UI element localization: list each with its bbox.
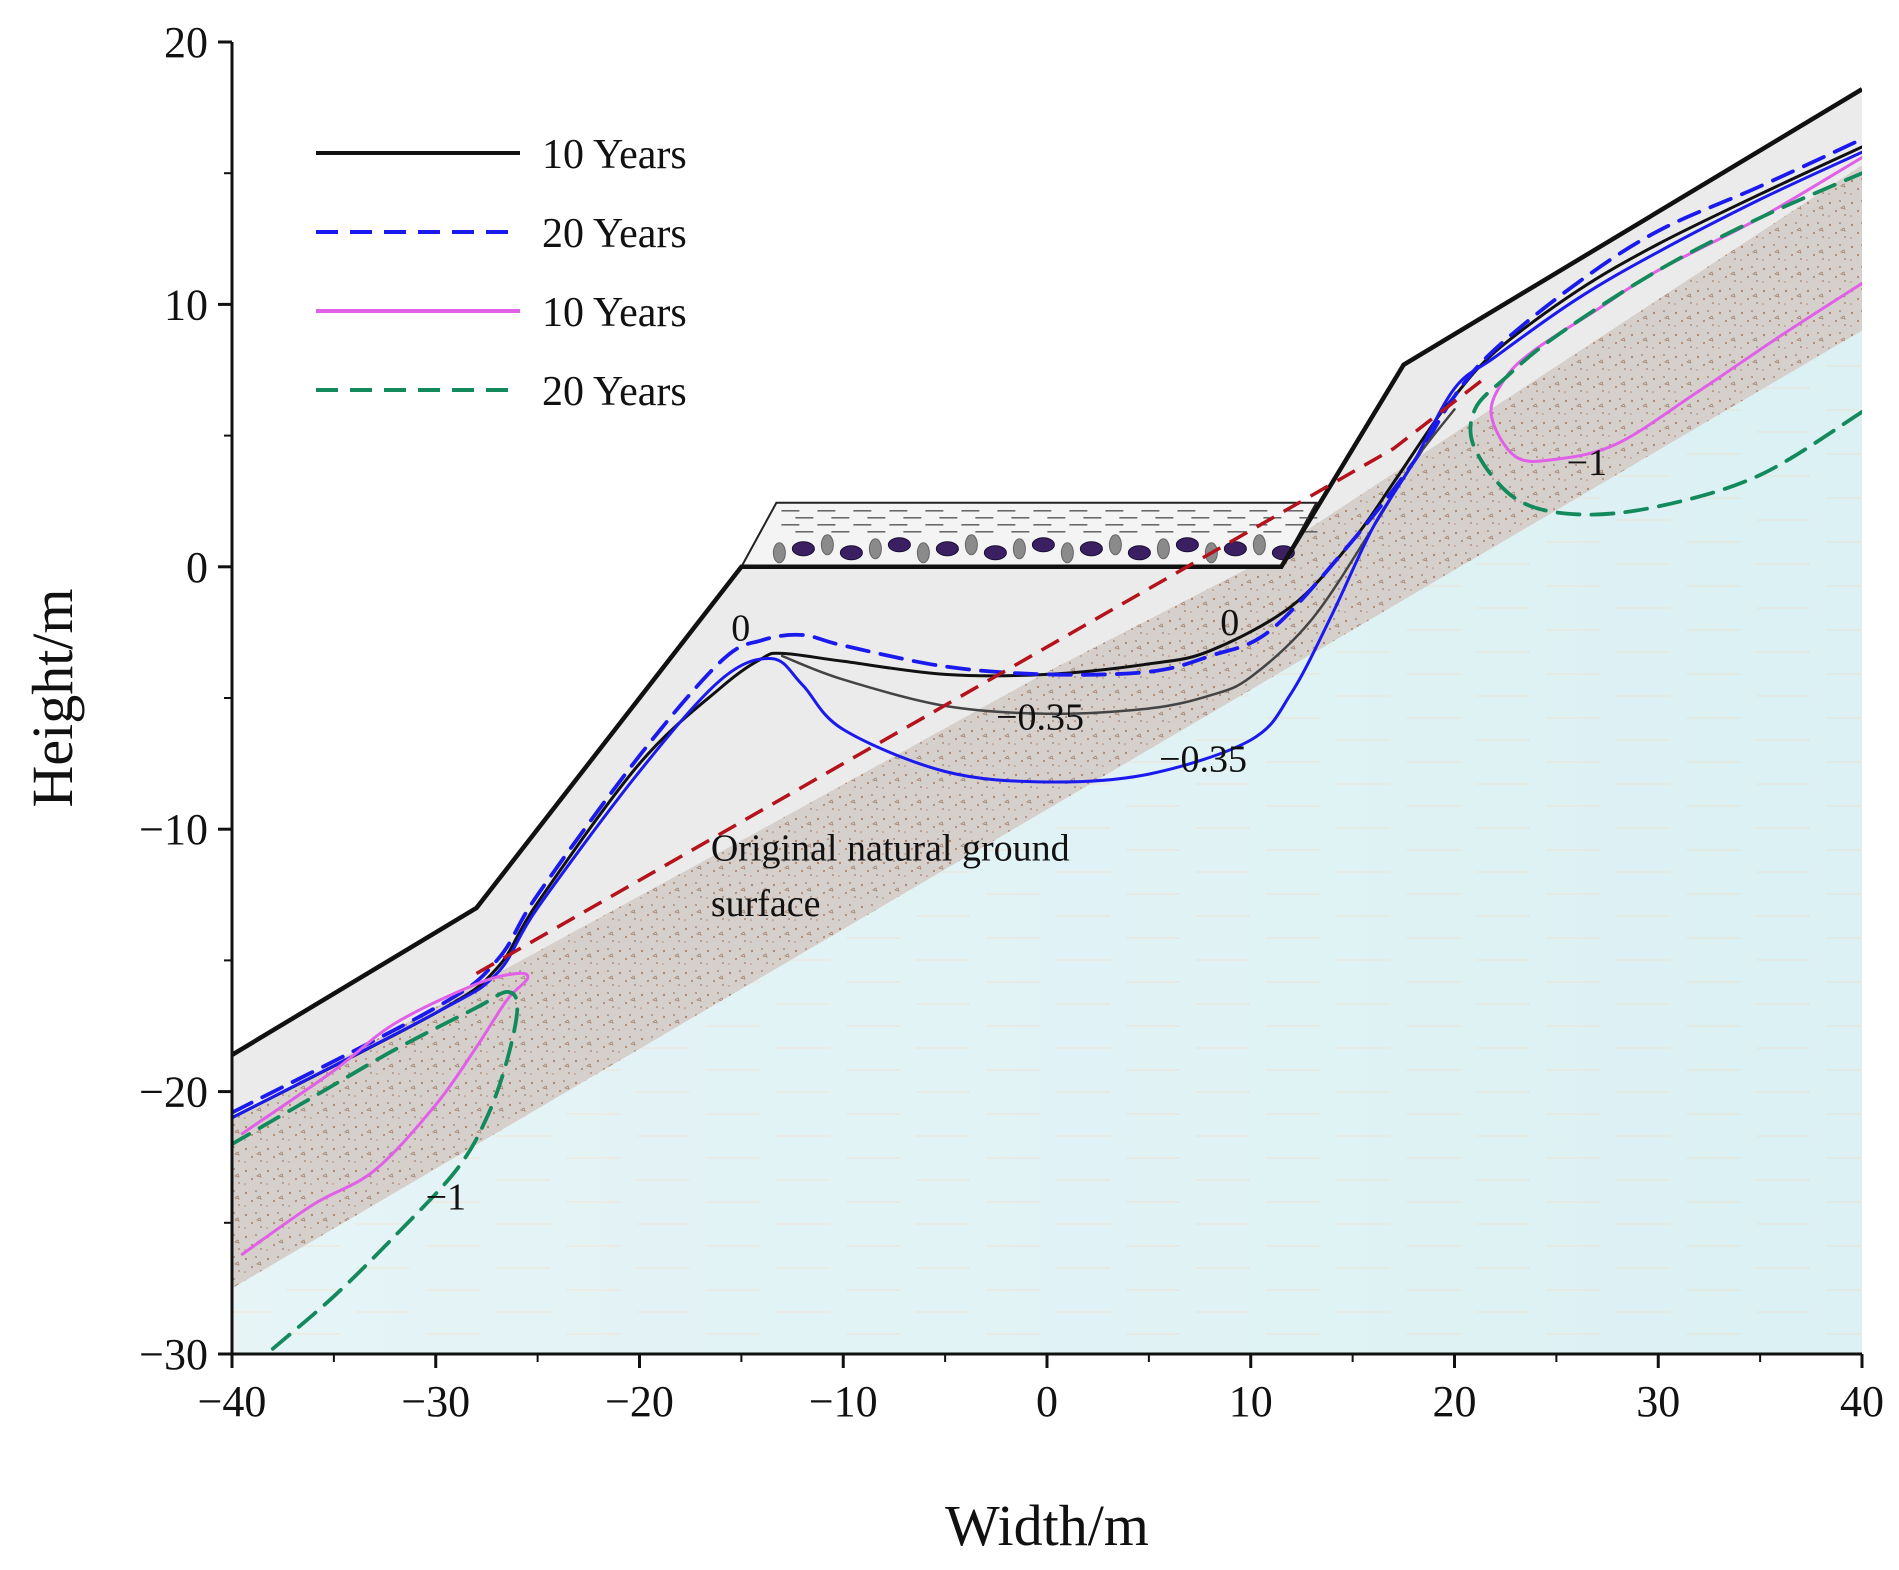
pavement-aggregate [1079,541,1103,557]
series-line-2 [232,137,1862,1115]
pavement-aggregate [772,542,786,564]
annotation-label-2: 0 [1220,602,1239,644]
x-tick-label: 40 [1840,1377,1884,1426]
pavement-aggregate [983,545,1007,561]
legend-label-1: 10 Years [542,132,687,178]
original-ground-surface-line [475,376,1487,976]
pavement-aggregate [1156,538,1170,560]
annotation-label-3: −0.35 [996,696,1084,738]
y-ticks: −30 −20 −10 0 10 20 [139,18,232,1379]
pavement-aggregate [964,534,978,556]
pavement-aggregate [1031,537,1055,553]
series-line-6 [232,171,1862,1351]
pavement-structure [739,501,1318,569]
pavement-aggregate [1108,534,1122,556]
pavement-aggregate [820,534,834,556]
pavement-aggregate [1127,545,1151,561]
series-layer [232,137,1862,1351]
x-axis-title: Width/m [945,1493,1149,1558]
x-ticks: −40 −30 −20 −10 0 10 20 30 40 [198,1354,1884,1426]
legend-label-4: 20 Years [542,369,687,415]
pavement-aggregate [791,541,815,557]
y-axis-title: Height/m [20,588,85,807]
legend-label-3: 10 Years [542,290,687,336]
x-tick-label: −40 [198,1377,267,1426]
pavement-aggregate [839,545,863,561]
x-tick-label: 20 [1433,1377,1477,1426]
annotation-label-1: 0 [731,607,750,649]
x-tick-label: 10 [1229,1377,1273,1426]
y-tick-label: 0 [186,543,208,592]
x-tick-label: −20 [605,1377,674,1426]
annotation-label-8: surface [711,883,821,925]
annotation-label-7: Original natural ground [711,828,1070,870]
surface-lines [232,87,1862,1057]
annotation-label-5: −1 [1567,442,1607,484]
annotations: 0 0 −0.35 −0.35 −1 −1 Original natural ground s… [426,442,1607,1219]
pavement-aggregate [1223,541,1247,557]
x-tick-label: −30 [401,1377,470,1426]
x-tick-label: 30 [1636,1377,1680,1426]
pavement-aggregate [1175,537,1199,553]
annotation-label-6: −1 [426,1177,466,1219]
soil-scene [232,89,1862,1354]
x-tick-label: 0 [1036,1377,1058,1426]
annotation-label-4: −0.35 [1159,738,1247,780]
y-tick-label: −20 [139,1068,208,1117]
embankment-surface-line [232,87,1862,1057]
pavement-aggregate [1060,542,1074,564]
pavement-aggregate [1012,538,1026,560]
y-tick-label: −30 [139,1330,208,1379]
pavement-aggregate [916,542,930,564]
series-line-1 [232,145,1862,1120]
x-tick-label: −10 [809,1377,878,1426]
legend: 10 Years 20 Years 10 Years 20 Years [316,132,687,415]
embankment-fill-layer [232,89,1862,1118]
series-line-4 [232,150,1862,1120]
y-tick-label: 10 [164,280,208,329]
y-tick-label: −10 [139,805,208,854]
sand-gravel-layer [232,165,1862,1289]
pavement-aggregate [868,538,882,560]
pavement-aggregate [1252,534,1266,556]
pavement-aggregate [935,541,959,557]
water-layer-texture [232,330,1862,1354]
y-tick-label: 20 [164,18,208,67]
legend-label-2: 20 Years [542,211,687,257]
pavement-aggregate [887,537,911,553]
